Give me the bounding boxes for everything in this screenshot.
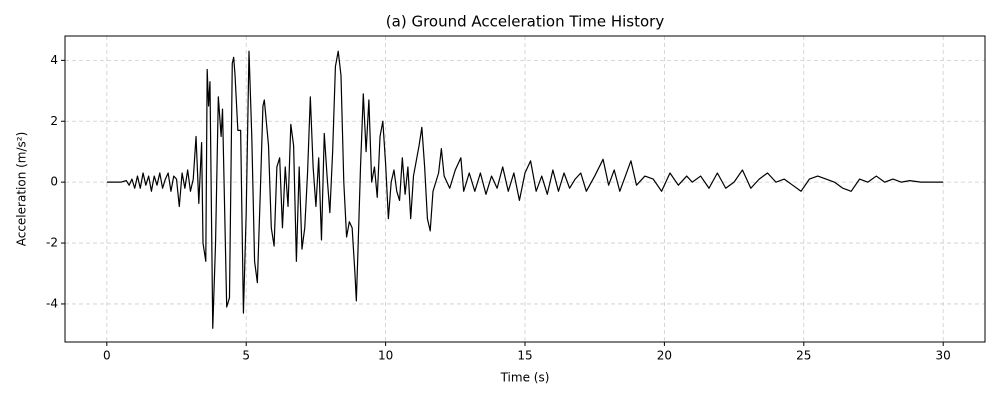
signal-line [106,50,944,329]
x-tick-label: 15 [517,349,532,363]
y-tick-label: -4 [46,296,58,310]
y-tick-label: 0 [50,175,58,189]
x-tick-label: 0 [103,349,111,363]
x-tick-label: 5 [242,349,250,363]
x-tick-label: 25 [796,349,811,363]
x-tick-label: 30 [936,349,951,363]
y-tick-label: 4 [50,53,58,67]
x-axis-label: Time (s) [500,371,550,385]
y-tick-label: -2 [46,236,58,250]
x-tick-label: 10 [378,349,393,363]
plot-frame [64,35,986,343]
x-tick-label: 20 [657,349,672,363]
chart-title: (a) Ground Acceleration Time History [386,13,665,31]
y-tick-label: 2 [50,114,58,128]
y-axis-label: Acceleration (m/s²) [15,132,29,247]
